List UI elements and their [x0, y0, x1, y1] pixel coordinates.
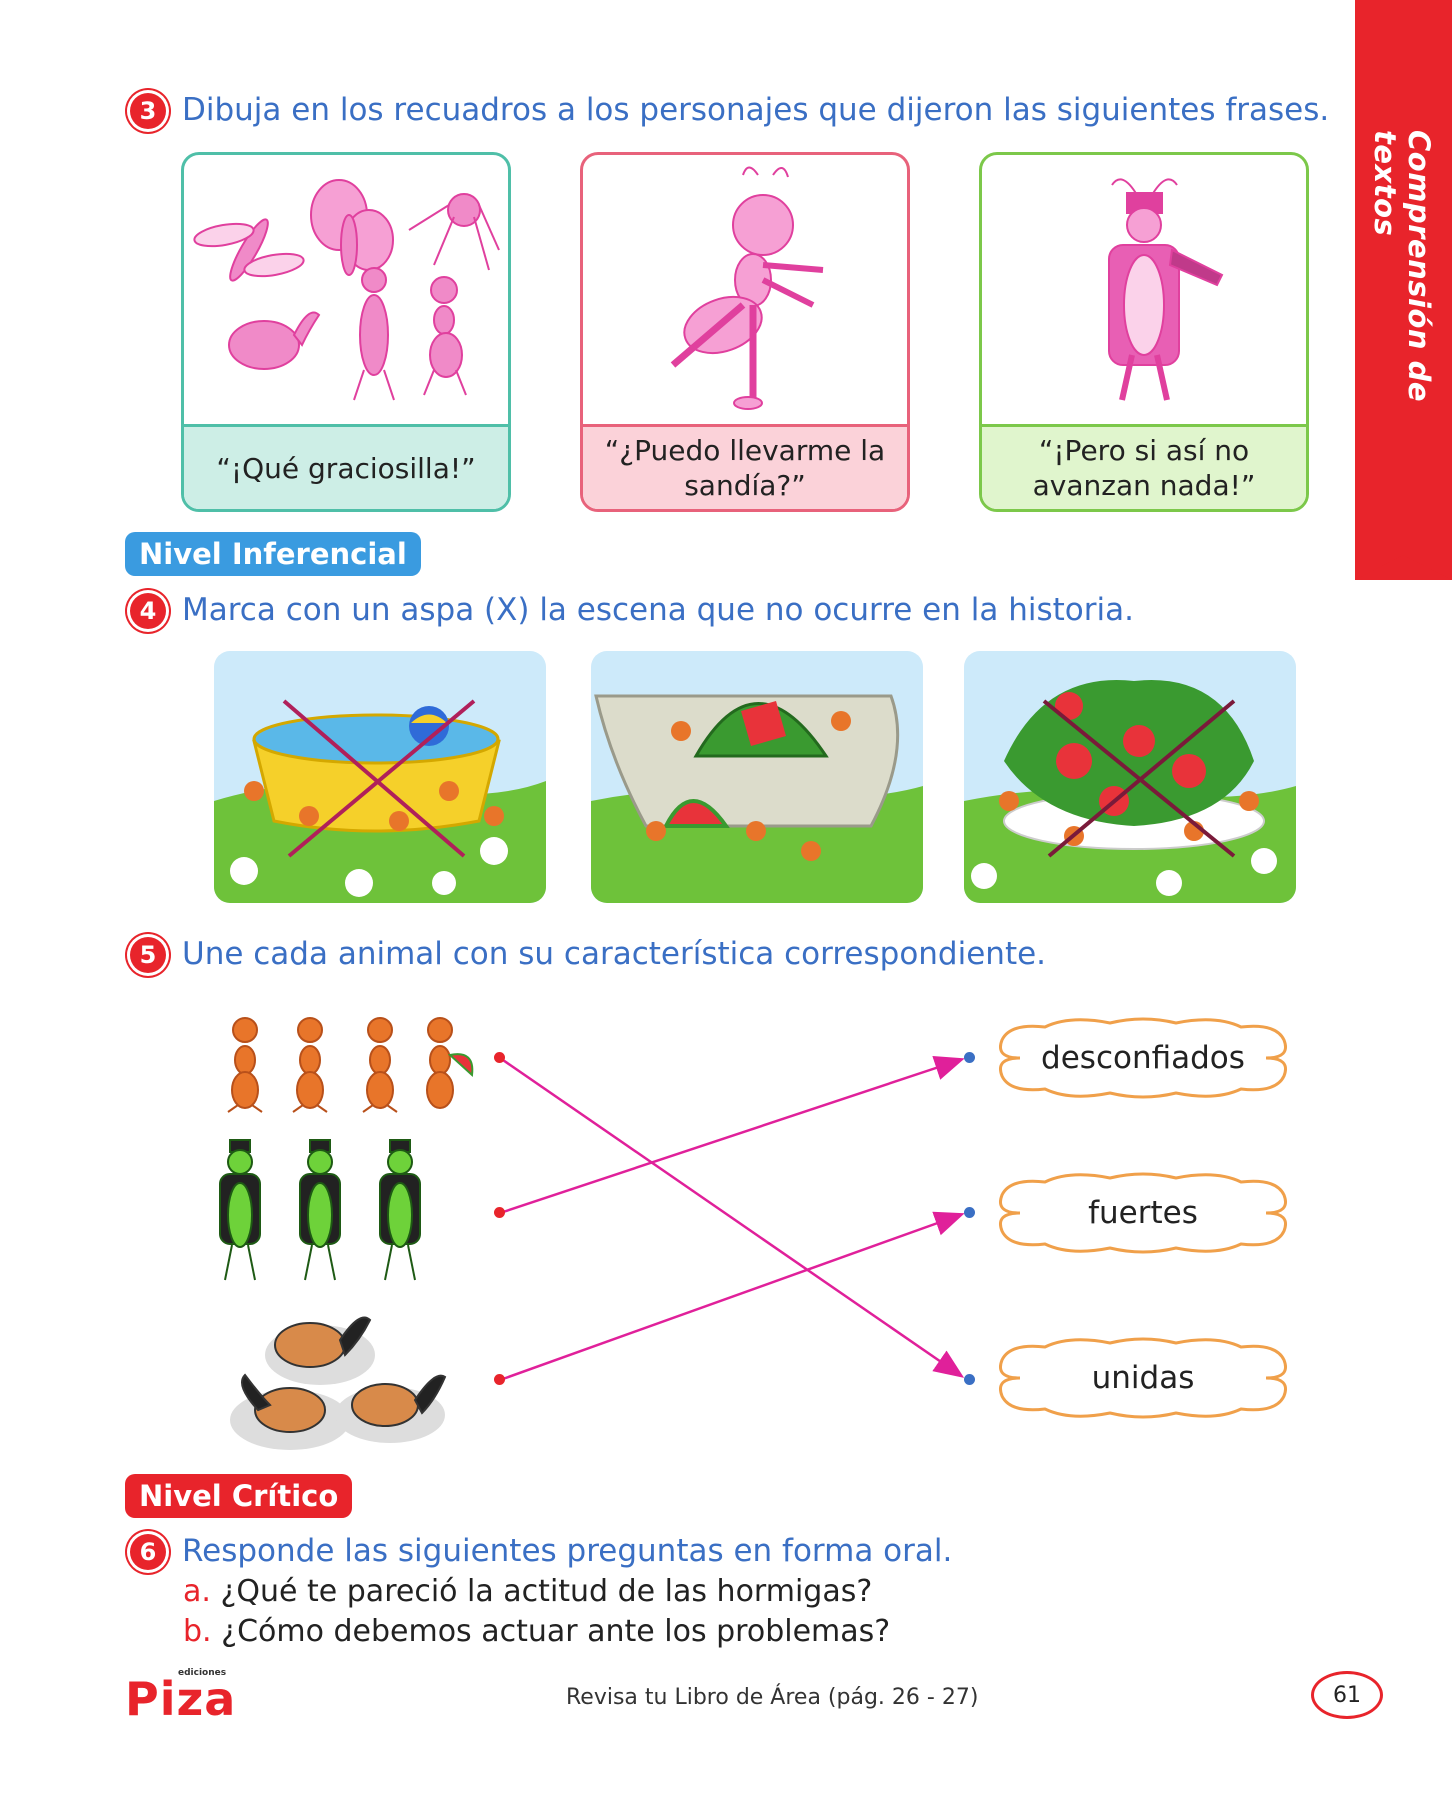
question-5-number: 5	[130, 937, 166, 973]
insects-group-image	[193, 179, 500, 401]
question-6b-letter: b.	[183, 1614, 212, 1649]
publisher-logo: Piza	[125, 1672, 237, 1726]
question-4-number: 4	[130, 593, 166, 629]
ants-group-image	[227, 1017, 474, 1113]
scene-pool[interactable]	[214, 651, 546, 903]
word-cloud-fuertes[interactable]: fuertes	[990, 1170, 1296, 1256]
match-dot-ants[interactable]	[494, 1052, 505, 1063]
question-3-number: 3	[130, 93, 166, 129]
word-cloud-unidas[interactable]: unidas	[990, 1335, 1296, 1421]
grasshoppers-group-image	[219, 1139, 421, 1281]
section-ribbon	[1355, 0, 1452, 580]
question-4-text: Marca con un aspa (X) la escena que no o…	[182, 592, 1134, 628]
match-dot-fuertes[interactable]	[964, 1207, 975, 1218]
question-6b: b. ¿Cómo debemos actuar ante los problem…	[183, 1614, 890, 1649]
area-book-reference: Revisa tu Libro de Área (pág. 26 - 27)	[566, 1685, 979, 1710]
match-dot-grasshoppers[interactable]	[494, 1207, 505, 1218]
question-6-text: Responde las siguientes preguntas en for…	[182, 1533, 953, 1569]
ant-image	[670, 166, 824, 410]
grasshopper-violinist-image	[1108, 178, 1224, 401]
brand-small-text: ediciones	[178, 1668, 227, 1678]
question-3-text: Dibuja en los recuadros a los personajes…	[182, 92, 1330, 128]
question-6-number: 6	[130, 1534, 166, 1570]
character-card-2[interactable]: “¿Puedo llevarme la sandía?”	[580, 152, 910, 512]
page-number: 61	[1311, 1671, 1383, 1719]
match-dot-desconfiados[interactable]	[964, 1052, 975, 1063]
section-label: Comprensión de textos	[1368, 130, 1436, 403]
word-cloud-desconfiados[interactable]: desconfiados	[990, 1015, 1296, 1101]
question-5-text: Une cada animal con su característica co…	[182, 936, 1047, 972]
card-3-caption: “¡Pero si así no avanzan nada!”	[982, 424, 1306, 509]
scene-watermelon[interactable]	[591, 651, 923, 903]
question-6a: a. ¿Qué te pareció la actitud de las hor…	[183, 1574, 872, 1609]
match-dot-beetles[interactable]	[494, 1374, 505, 1385]
question-6a-text: ¿Qué te pareció la actitud de las hormig…	[220, 1574, 873, 1609]
card-2-caption: “¿Puedo llevarme la sandía?”	[583, 424, 907, 509]
level-inferencial-badge: Nivel Inferencial	[125, 532, 421, 576]
question-6b-text: ¿Cómo debemos actuar ante los problemas?	[221, 1614, 891, 1649]
beetles-group-image	[230, 1316, 447, 1450]
match-dot-unidas[interactable]	[964, 1374, 975, 1385]
level-critico-badge: Nivel Crítico	[125, 1474, 353, 1518]
character-card-3[interactable]: “¡Pero si así no avanzan nada!”	[979, 152, 1309, 512]
character-card-1[interactable]: “¡Qué graciosilla!”	[181, 152, 511, 512]
card-1-caption: “¡Qué graciosilla!”	[184, 424, 508, 509]
scene-salad[interactable]	[964, 651, 1296, 903]
question-6a-letter: a.	[183, 1574, 211, 1609]
